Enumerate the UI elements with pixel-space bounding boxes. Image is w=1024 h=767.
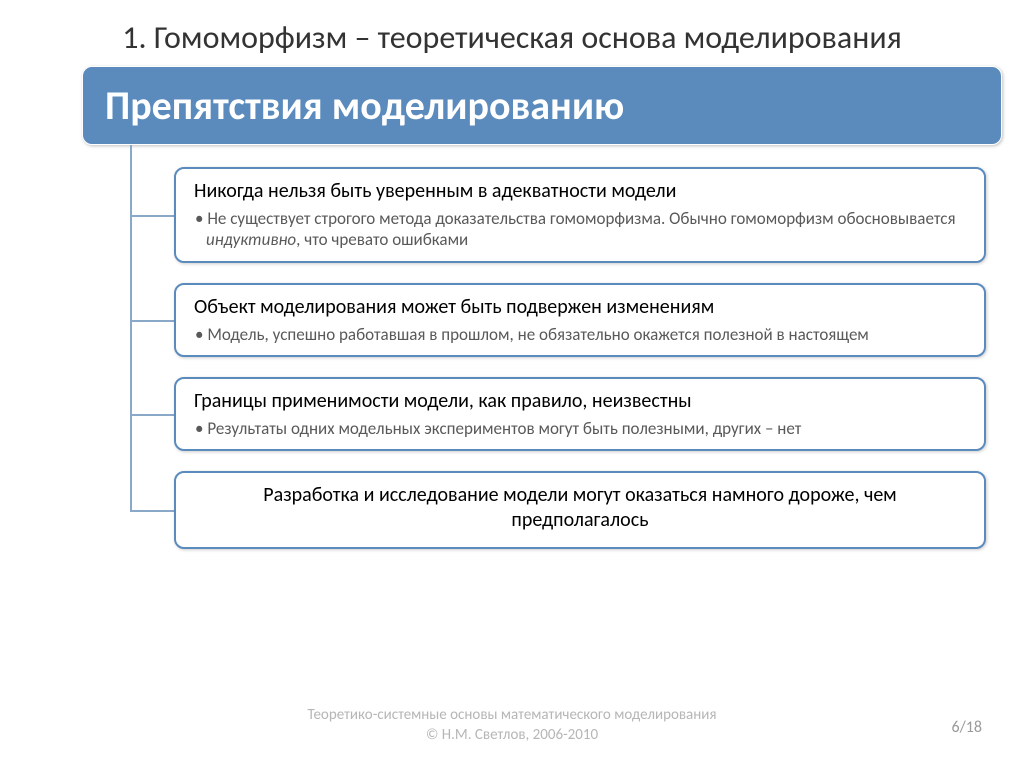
diagram-item-bullet-1: Модель, успешно работавшая в прошлом, не… [194, 324, 966, 345]
diagram-item-title-2: Границы применимости модели, как правило… [194, 389, 966, 414]
page-number: 6/18 [951, 718, 982, 737]
diagram-item-2: Границы применимости модели, как правило… [174, 377, 986, 451]
connector-branch-3 [130, 510, 174, 512]
diagram-item-bullet-0: Не существует строгого метода доказатель… [194, 208, 966, 251]
diagram-items: Никогда нельзя быть уверенным в адекватн… [174, 167, 984, 549]
connector-branch-2 [130, 414, 174, 416]
footer-line2: © Н.М. Светлов, 2006-2010 [0, 726, 1024, 746]
diagram: Препятствия моделированию Никогда нельзя… [40, 66, 984, 549]
diagram-item-title-3: Разработка и исследование модели могут о… [194, 483, 966, 533]
diagram-item-title-0: Никогда нельзя быть уверенным в адекватн… [194, 179, 966, 204]
diagram-item-title-1: Объект моделирования может быть подверже… [194, 295, 966, 320]
diagram-header-text: Препятствия моделированию [105, 81, 979, 130]
diagram-item-bullet-2: Результаты одних модельных экспериментов… [194, 418, 966, 439]
diagram-header-box: Препятствия моделированию [82, 66, 1002, 145]
connector-branch-1 [130, 320, 174, 322]
footer: Теоретико-системные основы математическо… [0, 706, 1024, 745]
slide-title: 1. Гомоморфизм – теоретическая основа мо… [0, 0, 1024, 66]
footer-line1: Теоретико-системные основы математическо… [0, 706, 1024, 726]
diagram-item-3: Разработка и исследование модели могут о… [174, 471, 986, 549]
diagram-item-1: Объект моделирования может быть подверже… [174, 283, 986, 357]
diagram-item-0: Никогда нельзя быть уверенным в адекватн… [174, 167, 986, 263]
connector-branch-0 [130, 215, 174, 217]
connector-trunk [130, 145, 132, 511]
